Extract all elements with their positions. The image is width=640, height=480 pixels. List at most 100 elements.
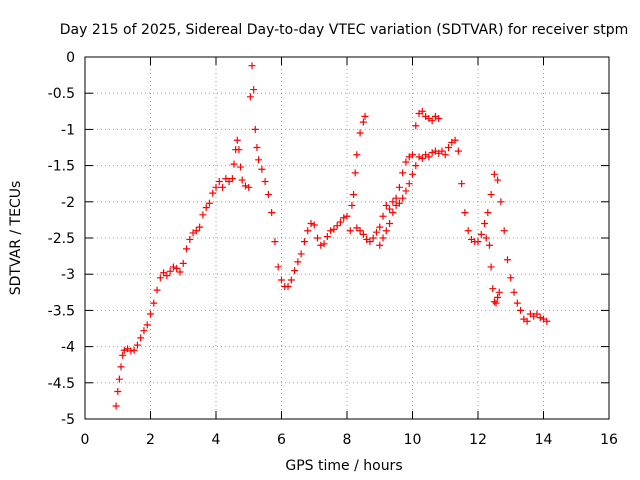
data-point xyxy=(428,117,436,125)
data-point xyxy=(297,250,305,258)
data-point xyxy=(461,209,469,217)
data-point xyxy=(492,299,500,307)
data-point xyxy=(395,183,403,191)
x-tick-label: 0 xyxy=(81,432,90,448)
x-tick-label: 12 xyxy=(469,432,487,448)
data-point xyxy=(435,115,443,123)
data-point xyxy=(346,227,354,235)
data-point xyxy=(233,136,241,144)
data-point xyxy=(287,276,295,284)
data-point xyxy=(441,151,449,159)
y-tick-label: -1 xyxy=(61,122,75,138)
data-point xyxy=(454,147,462,155)
data-point xyxy=(543,317,551,325)
data-point xyxy=(369,234,377,242)
data-point xyxy=(246,93,254,101)
data-point xyxy=(114,387,122,395)
y-tick-label: -3.5 xyxy=(48,303,75,319)
data-point xyxy=(409,170,416,178)
y-tick-label: 0 xyxy=(66,50,75,66)
data-point xyxy=(359,118,367,126)
data-point xyxy=(268,209,276,217)
data-point xyxy=(395,199,403,207)
data-point xyxy=(251,125,259,133)
data-point xyxy=(412,162,420,170)
data-point xyxy=(353,151,361,159)
data-point xyxy=(166,267,174,275)
x-tick-label: 10 xyxy=(404,432,422,448)
y-tick-label: -4.5 xyxy=(48,376,75,392)
data-point xyxy=(320,240,328,248)
data-point xyxy=(451,136,459,144)
data-point xyxy=(333,222,341,230)
data-point xyxy=(500,227,508,235)
data-point xyxy=(228,175,236,183)
y-axis-label: SDTVAR / TECUs xyxy=(8,181,24,296)
grid xyxy=(85,57,609,419)
chart-title: Day 215 of 2025, Sidereal Day-to-day VTE… xyxy=(60,22,629,38)
data-point xyxy=(507,274,515,282)
data-point xyxy=(264,191,272,199)
data-point xyxy=(271,238,279,246)
data-point xyxy=(517,306,525,314)
data-point xyxy=(533,310,541,318)
data-point xyxy=(186,235,194,243)
data-point xyxy=(379,212,387,220)
data-point xyxy=(536,314,544,322)
data-point xyxy=(235,146,243,154)
data-point xyxy=(327,227,335,235)
data-point xyxy=(117,363,125,371)
data-point xyxy=(317,241,325,249)
data-point xyxy=(205,199,213,207)
data-point xyxy=(130,346,138,354)
y-tick-label: -2 xyxy=(61,195,75,211)
data-point xyxy=(330,225,338,233)
data-point xyxy=(351,169,359,177)
data-point xyxy=(196,223,204,231)
data-point xyxy=(477,230,485,238)
data-point xyxy=(255,156,263,164)
data-point xyxy=(119,351,127,359)
data-point xyxy=(163,272,171,280)
data-point xyxy=(314,234,322,242)
data-point xyxy=(348,201,356,209)
data-point xyxy=(361,112,369,120)
data-point xyxy=(425,153,433,161)
data-point xyxy=(147,310,154,318)
axis-ticks: 0 2 4 6 8 10 12 14 16 0 -0.5 -1 -1.5 -2 -2.5 -3 -3.5 -4 -4… xyxy=(48,50,618,448)
data-point xyxy=(274,263,282,271)
data-point xyxy=(376,241,384,249)
y-tick-label: -1.5 xyxy=(48,159,75,175)
x-tick-label: 14 xyxy=(535,432,553,448)
data-point xyxy=(291,267,299,275)
data-point xyxy=(212,183,220,191)
data-point xyxy=(389,198,397,206)
data-point xyxy=(382,227,390,235)
data-point xyxy=(366,238,374,246)
data-point xyxy=(487,191,495,199)
data-point xyxy=(490,170,498,178)
data-point xyxy=(438,147,446,155)
data-point xyxy=(127,347,135,355)
data-point xyxy=(137,334,145,342)
data-point xyxy=(183,245,191,253)
y-tick-label: -3 xyxy=(61,267,75,283)
data-point xyxy=(179,259,187,267)
data-point xyxy=(392,194,400,202)
data-point xyxy=(230,160,238,168)
data-point xyxy=(382,201,390,209)
data-point xyxy=(386,205,394,213)
data-point xyxy=(241,182,249,190)
data-point xyxy=(405,180,413,188)
data-point xyxy=(250,86,258,94)
data-point xyxy=(219,183,227,191)
data-point xyxy=(215,178,223,186)
data-point xyxy=(343,212,351,220)
x-tick-label: 16 xyxy=(600,432,618,448)
data-point xyxy=(489,285,497,293)
data-point xyxy=(176,268,184,276)
data-point xyxy=(245,183,253,191)
data-point xyxy=(402,158,410,166)
data-point xyxy=(510,288,518,296)
